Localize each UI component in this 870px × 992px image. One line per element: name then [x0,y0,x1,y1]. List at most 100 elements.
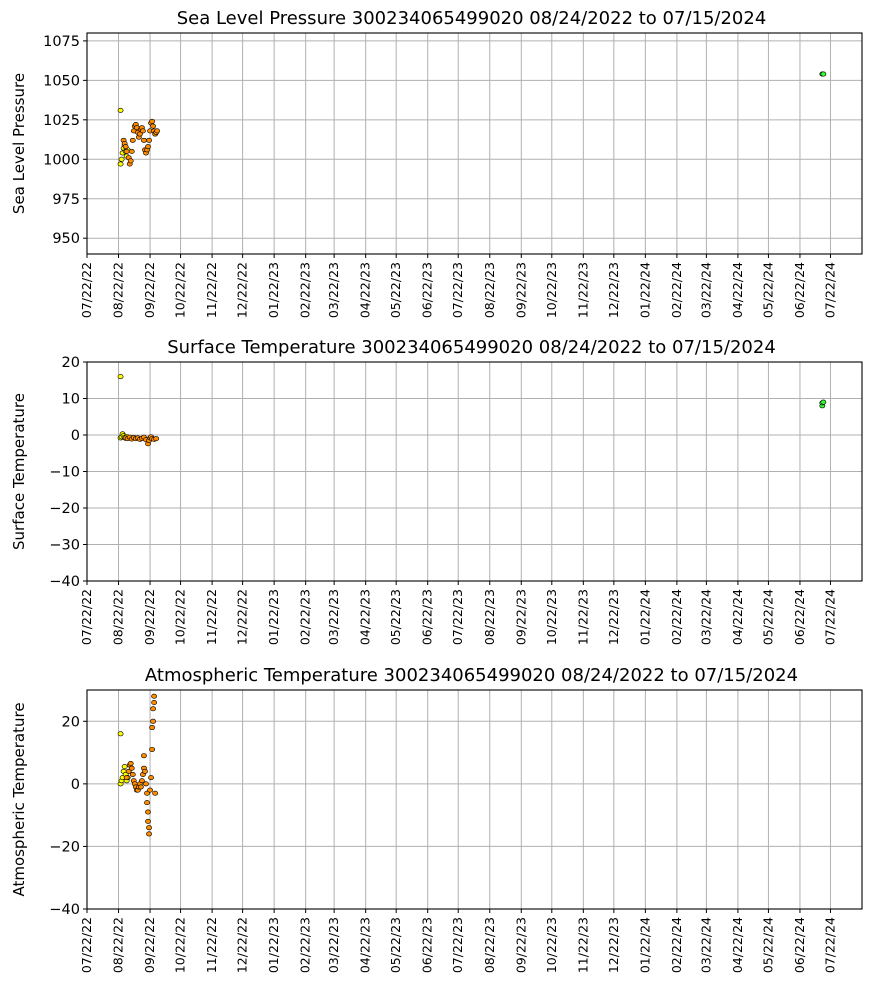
x-tick-label: 09/22/23 [513,262,528,318]
data-point [128,148,135,154]
data-point [127,761,134,767]
x-tick-label: 01/22/23 [266,917,281,973]
x-tick-label: 07/22/24 [822,262,837,318]
x-tick-label: 11/22/23 [575,589,590,645]
chart-title: Atmospheric Temperature 300234065499020 … [145,665,798,686]
data-point [149,746,155,752]
x-tick-label: 05/22/23 [388,917,403,973]
y-tick-label: 1000 [43,152,80,168]
x-tick-label: 08/22/23 [482,589,497,645]
data-point [123,148,130,154]
data-point [123,775,130,781]
data-point [139,778,145,784]
data-point [117,374,124,380]
x-tick-label: 03/22/23 [326,917,341,973]
x-tick-label: 07/22/22 [79,589,94,645]
y-tick-label: 950 [52,231,80,247]
data-point [152,790,159,796]
x-tick-label: 06/22/24 [792,589,807,645]
data-point [153,436,160,442]
x-tick-label: 04/22/23 [358,262,373,318]
series-3 [819,71,827,77]
data-point [147,787,153,793]
data-point [141,753,147,759]
y-tick-label: −40 [49,574,80,590]
y-tick-label: 975 [52,192,80,208]
x-tick-label: 04/22/23 [358,589,373,645]
chart-title: Sea Level Pressure 300234065499020 08/24… [177,8,767,29]
axes-frame [86,32,863,255]
x-tick-label: 05/22/23 [388,262,403,318]
x-tick-label: 11/22/23 [575,917,590,973]
data-point [148,775,154,781]
x-tick-label: 09/22/22 [142,262,157,318]
data-point [129,137,136,143]
x-tick-label: 11/22/23 [575,262,590,318]
y-tick-label: −20 [49,839,80,855]
data-point [151,700,158,706]
y-tick-label: 1075 [43,34,80,50]
x-tick-label: 04/22/23 [358,917,373,973]
x-tick-label: 09/22/23 [513,589,528,645]
x-tick-label: 08/22/22 [111,589,126,645]
x-tick-label: 11/22/22 [204,589,219,645]
y-tick-label: 1050 [43,73,80,89]
chart-3: −40 −20 0 20 07/22/22 08/22/22 09/22/22 10/22/2… [10,665,863,973]
x-tick-label: 06/22/24 [792,917,807,973]
y-tick-label: 20 [62,355,80,371]
x-tick-label: 03/22/23 [326,262,341,318]
x-tick-label: 01/22/24 [637,589,652,645]
data-point [150,706,157,712]
x-tick-label: 02/22/23 [298,262,313,318]
x-tick-label: 12/22/23 [606,917,621,973]
x-tick-label: 06/22/24 [792,262,807,318]
series-3 [819,399,827,409]
data-point [150,718,157,724]
x-tick-label: 12/22/23 [606,589,621,645]
data-point [118,156,125,162]
x-tick-label: 07/22/24 [822,589,837,645]
y-tick-label: −20 [49,501,80,517]
x-tick-label: 06/22/23 [420,917,435,973]
x-tick-label: 04/22/24 [730,262,745,318]
x-tick-label: 08/22/22 [111,917,126,973]
x-tick-label: 10/22/23 [544,917,559,973]
x-tick-label: 10/22/22 [173,589,188,645]
x-tick-label: 02/22/23 [298,589,313,645]
series-2 [120,118,161,167]
y-tick-label: 0 [71,428,80,444]
y-tick-label: −10 [49,465,80,481]
x-tick-label: 12/22/22 [235,589,250,645]
data-point [128,765,135,771]
data-point [117,161,124,167]
data-point [145,144,151,150]
data-point [146,825,152,831]
data-point [142,768,148,774]
data-point [127,158,134,164]
x-tick-label: 08/22/23 [482,917,497,973]
x-tick-label: 03/22/23 [326,589,341,645]
data-point [144,800,150,806]
data-point [146,831,152,837]
x-tick-label: 01/22/24 [637,917,652,973]
data-point [154,128,161,134]
chart-title: Surface Temperature 300234065499020 08/2… [167,337,776,358]
y-axis-label: Surface Temperature [10,393,28,550]
x-tick-label: 11/22/22 [204,262,219,318]
x-tick-label: 10/22/23 [544,589,559,645]
x-tick-label: 12/22/22 [235,917,250,973]
data-point [149,725,155,731]
x-tick-label: 10/22/22 [173,262,188,318]
data-point [117,107,124,113]
series-2 [123,693,159,837]
x-tick-label: 08/22/23 [482,262,497,318]
x-tick-label: 07/22/22 [79,917,94,973]
y-tick-label: −40 [49,902,80,918]
x-tick-label: 12/22/22 [235,262,250,318]
x-tick-label: 04/22/24 [730,589,745,645]
axes-frame [86,689,863,910]
data-point [138,784,144,790]
data-point [117,731,124,737]
x-tick-label: 01/22/24 [637,262,652,318]
x-tick-label: 02/22/24 [669,589,684,645]
